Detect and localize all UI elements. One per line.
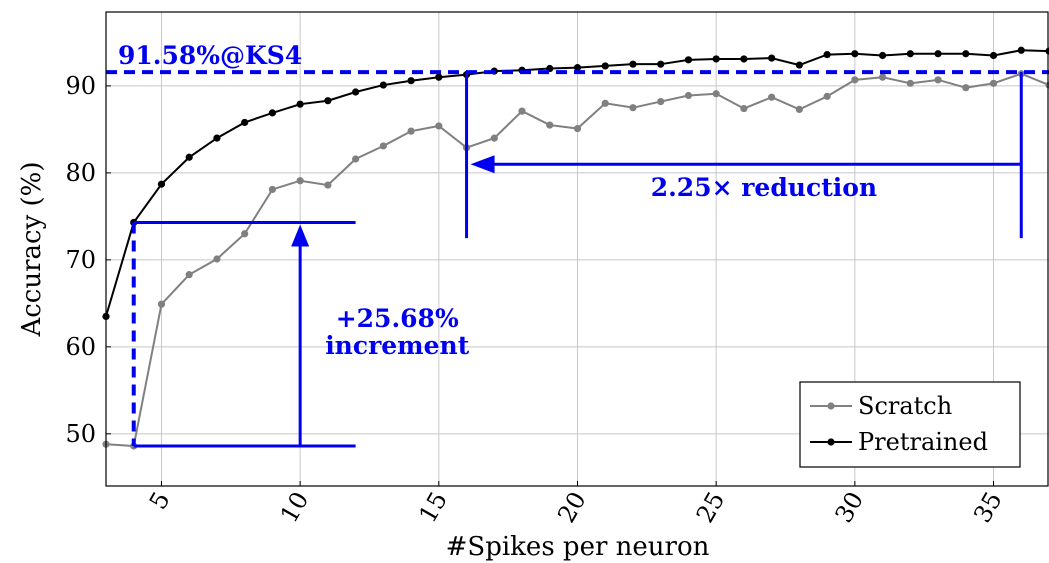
- data-point-scratch: [380, 142, 387, 149]
- data-point-pretrained: [574, 64, 581, 71]
- data-point-scratch: [768, 94, 775, 101]
- data-point-scratch: [435, 122, 442, 129]
- data-point-pretrained: [158, 181, 165, 188]
- data-point-scratch: [962, 84, 969, 91]
- data-point-pretrained: [740, 55, 747, 62]
- ks4-threshold-label: 91.58%@KS4: [118, 41, 302, 70]
- x-tick-label: 5: [144, 487, 176, 514]
- data-point-scratch: [269, 186, 276, 193]
- data-point-scratch: [907, 80, 914, 87]
- increment-value-label: +25.68%: [336, 304, 459, 333]
- data-point-scratch: [297, 177, 304, 184]
- reduction-arrow-head: [471, 155, 495, 173]
- data-point-pretrained: [629, 61, 636, 68]
- legend: Scratch Pretrained: [800, 382, 1020, 467]
- data-point-pretrained: [962, 50, 969, 57]
- data-point-pretrained: [380, 81, 387, 88]
- y-tick-label: 70: [65, 246, 96, 274]
- data-point-pretrained: [796, 61, 803, 68]
- data-point-pretrained: [768, 54, 775, 61]
- increment-arrow-head: [291, 224, 309, 246]
- data-point-scratch: [851, 76, 858, 83]
- data-point-pretrained: [186, 154, 193, 161]
- data-point-pretrained: [934, 50, 941, 57]
- x-axis-title: #Spikes per neuron: [446, 532, 710, 562]
- data-point-pretrained: [269, 109, 276, 116]
- data-point-scratch: [629, 104, 636, 111]
- increment-word-label: increment: [325, 331, 470, 360]
- y-tick-label: 50: [65, 420, 96, 448]
- y-tick-label: 90: [65, 72, 96, 100]
- legend-label-pretrained: Pretrained: [858, 428, 988, 456]
- data-point-pretrained: [907, 50, 914, 57]
- data-point-scratch: [574, 125, 581, 132]
- data-point-pretrained: [241, 119, 248, 126]
- y-axis-title: Accuracy (%): [17, 161, 47, 337]
- reduction-label: 2.25× reduction: [651, 173, 877, 202]
- data-point-scratch: [546, 121, 553, 128]
- data-point-pretrained: [713, 55, 720, 62]
- data-point-pretrained: [213, 135, 220, 142]
- data-point-pretrained: [435, 74, 442, 81]
- data-point-pretrained: [324, 97, 331, 104]
- legend-marker-pretrained: [827, 438, 834, 445]
- data-point-scratch: [491, 135, 498, 142]
- data-point-scratch: [518, 108, 525, 115]
- data-point-scratch: [685, 92, 692, 99]
- x-tick-label: 30: [830, 487, 870, 527]
- data-point-scratch: [407, 128, 414, 135]
- data-point-pretrained: [685, 56, 692, 63]
- x-tick-label: 35: [968, 487, 1008, 527]
- data-point-pretrained: [602, 62, 609, 69]
- y-tick-label: 80: [65, 159, 96, 187]
- x-tick-label: 20: [552, 487, 592, 527]
- data-point-scratch: [934, 76, 941, 83]
- data-point-scratch: [186, 271, 193, 278]
- data-point-pretrained: [824, 51, 831, 58]
- data-point-pretrained: [990, 52, 997, 59]
- data-point-pretrained: [297, 101, 304, 108]
- data-point-scratch: [657, 98, 664, 105]
- data-point-pretrained: [657, 61, 664, 68]
- x-tick-label: 25: [691, 487, 731, 527]
- data-point-scratch: [879, 74, 886, 81]
- x-tick-label: 15: [413, 487, 453, 527]
- data-point-pretrained: [1018, 47, 1025, 54]
- data-point-scratch: [602, 100, 609, 107]
- data-point-scratch: [796, 106, 803, 113]
- data-point-scratch: [740, 105, 747, 112]
- legend-marker-scratch: [827, 402, 834, 409]
- data-point-scratch: [352, 155, 359, 162]
- legend-label-scratch: Scratch: [858, 392, 952, 420]
- data-point-pretrained: [352, 88, 359, 95]
- data-point-pretrained: [407, 77, 414, 84]
- data-point-pretrained: [851, 50, 858, 57]
- data-point-pretrained: [879, 52, 886, 59]
- data-point-scratch: [990, 80, 997, 87]
- data-point-scratch: [213, 255, 220, 262]
- data-point-scratch: [824, 93, 831, 100]
- data-point-scratch: [241, 230, 248, 237]
- data-point-scratch: [713, 90, 720, 97]
- data-point-scratch: [324, 181, 331, 188]
- data-point-scratch: [158, 301, 165, 308]
- y-tick-label: 60: [65, 333, 96, 361]
- x-tick-label: 10: [275, 487, 315, 527]
